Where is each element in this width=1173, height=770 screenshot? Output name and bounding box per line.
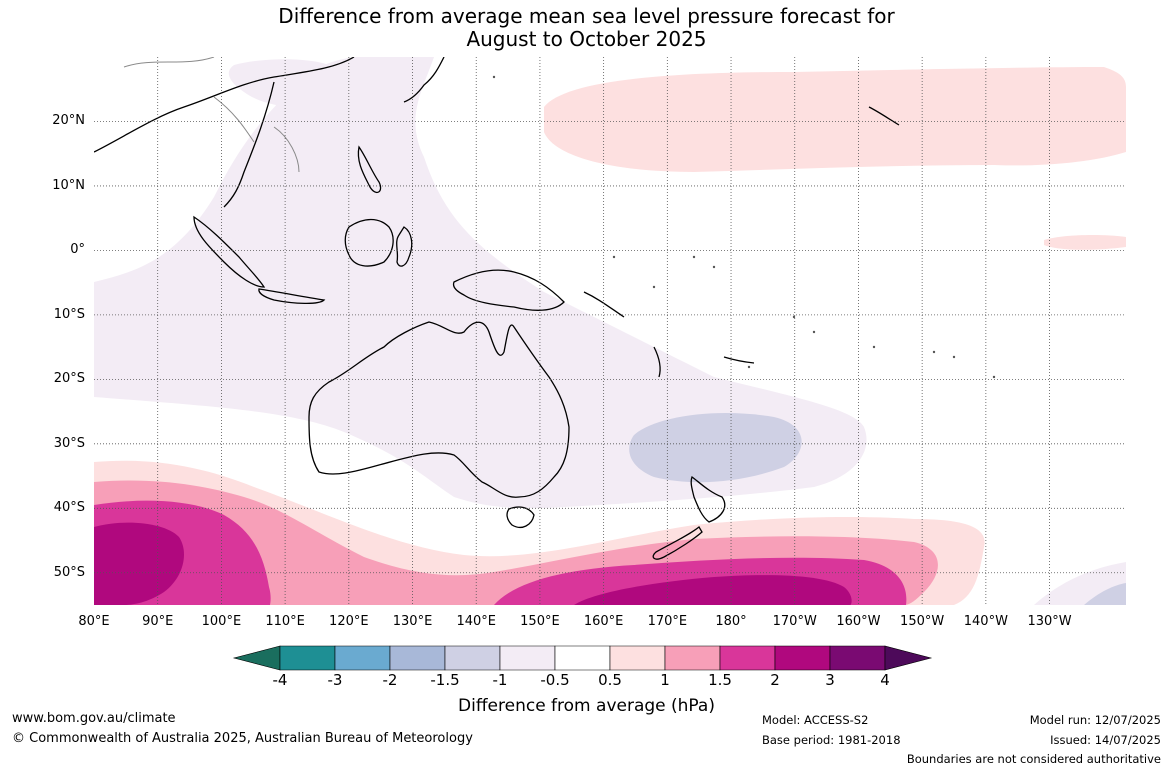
tasmania-outline [506,506,535,529]
colorbar-segment [279,645,336,671]
latitude-label: 20°N [52,113,85,129]
copyright-text: © Commonwealth of Australia 2025, Austra… [12,731,473,746]
colorbar-tick-label: 1 [660,671,670,689]
longitude-label: 120°E [329,614,369,629]
colorbar-tick-label: -1.5 [430,671,460,689]
longitude-label: 170°E [647,614,688,629]
colorbar-tick-label: 0.5 [598,671,622,689]
sulawesi-outline [396,226,413,267]
pacific-islands [492,75,996,379]
colorbar [232,645,933,671]
base-period: Base period: 1981-2018 [762,733,901,747]
colorbar-segment [389,645,446,671]
latitude-label: 0° [70,242,85,258]
asia-mainland-outline [94,57,355,208]
japan-outline [403,57,445,103]
new-zealand-north-island [690,475,726,523]
colorbar-segment [499,645,556,671]
longitude-label: 150°E [520,614,560,629]
map-title-line-1: Difference from average mean sea level p… [278,4,895,28]
anomaly-region-plus-2-east [574,575,852,605]
longitude-label: 160°W [836,614,881,629]
colorbar-tick-label: 4 [880,671,890,689]
latitude-label: 20°S [53,371,85,387]
colorbar-tick-label: 1.5 [708,671,732,689]
latitude-label: 30°S [53,435,85,451]
colorbar-tick-label: 2 [770,671,780,689]
colorbar-segment [554,645,611,671]
colorbar-tick-label: -1 [492,671,508,689]
longitude-label: 140°E [456,614,496,629]
philippines-outline [357,145,382,194]
longitude-label: 170°W [772,614,817,629]
issued-date: Issued: 14/07/2025 [1050,733,1161,747]
australia-outline [308,321,570,498]
colorbar-tick-label: -0.5 [540,671,570,689]
colorbar-segment [829,645,886,671]
longitude-label: 110°E [265,614,305,629]
colorbar-segment [664,645,721,671]
hawaii-outline [868,106,900,126]
colorbar-tick-label: -2 [382,671,398,689]
new-zealand-south-island [652,526,703,560]
map-title-line-2: August to October 2025 [466,27,707,51]
longitude-label: 100°E [201,614,242,629]
colorbar-arrow-low [232,645,281,671]
colorbar-tick-label: -3 [327,671,343,689]
sumatra-outline [193,215,266,288]
anomaly-region-plus-0.5-north [544,67,1126,172]
latitude-label: 10°S [53,306,85,322]
latitude-label: 10°N [52,177,85,193]
colorbar-tick-label: -4 [272,671,288,689]
colorbar-segment [334,645,391,671]
longitude-label: 180° [715,614,747,629]
latitude-label: 40°S [53,500,85,516]
boundaries-disclaimer: Boundaries are not considered authoritat… [906,752,1161,766]
colorbar-segment [774,645,831,671]
colorbar-segment [444,645,501,671]
borneo-outline [344,218,394,267]
colorbar-segment [609,645,666,671]
longitude-label: 80°E [78,614,110,629]
anomaly-region-minus-0.5-top [228,59,349,108]
anomaly-region-minus-0.5 [94,57,867,509]
anomaly-region-plus-0.5-equatorial [1044,235,1126,250]
vanuatu-fiji [653,346,755,378]
colorbar-title: Difference from average (hPa) [458,696,715,716]
colorbar-arrow-high [884,645,933,671]
anomaly-region-plus-2 [94,522,184,605]
longitude-label: 130°W [1027,614,1072,629]
longitude-label: 130°E [392,614,433,629]
longitude-label: 160°E [583,614,624,629]
java-outline [258,288,326,305]
longitude-label: 90°E [142,614,174,629]
model-name: Model: ACCESS-S2 [762,713,869,727]
model-run-date: Model run: 12/07/2025 [1029,713,1161,727]
anomaly-region-minus-1 [629,413,802,483]
longitude-label: 140°W [963,614,1008,629]
coastlines [94,57,900,560]
longitude-label: 150°W [900,614,945,629]
colorbar-segment [719,645,776,671]
website-link[interactable]: www.bom.gov.au/climate [12,711,176,726]
anomaly-region-minus-1-southeast [1084,583,1126,605]
gridlines [94,57,1126,605]
pressure-anomaly-map [94,57,1126,605]
country-borders [123,57,300,173]
new-guinea-outline [452,269,565,311]
colorbar-tick-label: 3 [825,671,835,689]
latitude-label: 50°S [53,564,85,580]
